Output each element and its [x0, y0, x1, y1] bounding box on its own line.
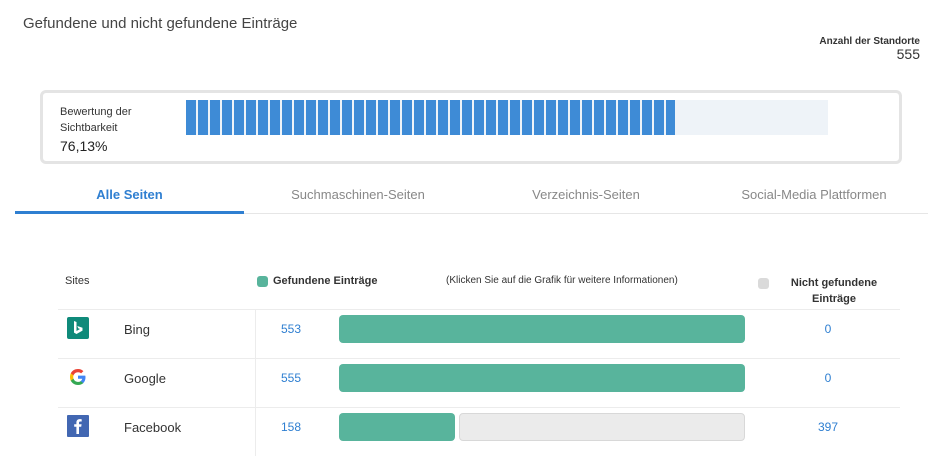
legend-missing-swatch	[758, 278, 769, 289]
found-count[interactable]: 555	[281, 371, 302, 385]
visibility-segment	[606, 100, 616, 135]
found-count[interactable]: 158	[281, 420, 302, 434]
visibility-card: Bewertung der Sichtbarkeit 76,13%	[40, 90, 902, 164]
missing-count[interactable]: 0	[824, 322, 832, 336]
listing-bar[interactable]	[339, 364, 745, 392]
facebook-icon	[66, 414, 90, 438]
visibility-segment	[342, 100, 352, 135]
site-name: Bing	[124, 322, 151, 337]
visibility-segment	[450, 100, 460, 135]
visibility-bar-fill	[186, 100, 675, 135]
visibility-segment	[486, 100, 496, 135]
visibility-segment	[414, 100, 424, 135]
missing-count[interactable]: 397	[817, 420, 839, 434]
visibility-segment	[210, 100, 220, 135]
visibility-segment	[666, 100, 675, 135]
table-header: Sites Gefundene Einträge (Klicken Sie au…	[0, 270, 940, 310]
found-count[interactable]: 553	[281, 322, 302, 336]
visibility-segment	[354, 100, 364, 135]
bing-icon	[66, 316, 90, 340]
visibility-segment	[402, 100, 412, 135]
visibility-segment	[462, 100, 472, 135]
visibility-segment	[246, 100, 256, 135]
visibility-segment	[630, 100, 640, 135]
visibility-segment	[534, 100, 544, 135]
visibility-segment	[642, 100, 652, 135]
visibility-segment	[378, 100, 388, 135]
visibility-segment	[474, 100, 484, 135]
visibility-segment	[186, 100, 196, 135]
visibility-label: Bewertung der Sichtbarkeit	[60, 106, 132, 134]
visibility-segment	[426, 100, 436, 135]
missing-segment[interactable]	[458, 413, 745, 441]
visibility-segment	[306, 100, 316, 135]
listing-bar[interactable]	[339, 315, 745, 343]
visibility-segment	[222, 100, 232, 135]
visibility-segment	[654, 100, 664, 135]
legend-missing-label: Nicht gefundene Einträge	[790, 277, 878, 305]
found-segment[interactable]	[339, 315, 745, 343]
visibility-bar	[186, 100, 828, 135]
column-sites: Sites	[65, 275, 90, 287]
visibility-segment	[546, 100, 556, 135]
locations-count: Anzahl der Standorte 555	[819, 36, 920, 61]
visibility-segment	[390, 100, 400, 135]
missing-count[interactable]: 0	[824, 371, 832, 385]
visibility-segment	[366, 100, 376, 135]
chart-hint: (Klicken Sie auf die Grafik für weitere …	[446, 275, 678, 286]
visibility-segment	[618, 100, 628, 135]
legend-missing: Nicht gefundene Einträge	[758, 275, 884, 307]
locations-label: Anzahl der Standorte	[819, 36, 920, 47]
visibility-segment	[570, 100, 580, 135]
visibility-percent: 76,13%	[60, 138, 108, 154]
tab-all-sites[interactable]: Alle Seiten	[15, 180, 244, 214]
found-segment[interactable]	[339, 364, 745, 392]
visibility-segment	[522, 100, 532, 135]
tab-directories[interactable]: Verzeichnis-Seiten	[532, 187, 640, 202]
visibility-segment	[282, 100, 292, 135]
visibility-segment	[330, 100, 340, 135]
column-divider	[255, 310, 256, 358]
table-row: Bing 553 0	[58, 309, 900, 358]
site-name: Facebook	[124, 420, 182, 435]
visibility-segment	[594, 100, 604, 135]
locations-value: 555	[896, 46, 920, 62]
google-icon	[66, 365, 90, 389]
visibility-segment	[318, 100, 328, 135]
page-title: Gefundene und nicht gefundene Einträge	[23, 15, 298, 32]
visibility-segment	[258, 100, 268, 135]
legend-found: Gefundene Einträge	[257, 275, 378, 287]
legend-found-swatch	[257, 275, 268, 287]
table-row: Facebook 158 397	[58, 407, 900, 456]
visibility-segment	[270, 100, 280, 135]
column-divider	[255, 408, 256, 456]
visibility-segment	[582, 100, 592, 135]
table-row: Google 555 0	[58, 358, 900, 407]
visibility-segment	[234, 100, 244, 135]
column-divider	[255, 359, 256, 407]
tab-social-media[interactable]: Social-Media Plattformen	[741, 187, 887, 202]
visibility-segment	[510, 100, 520, 135]
legend-found-label: Gefundene Einträge	[273, 275, 378, 287]
visibility-segment	[198, 100, 208, 135]
visibility-segment	[558, 100, 568, 135]
site-name: Google	[124, 371, 166, 386]
visibility-segment	[294, 100, 304, 135]
listing-bar[interactable]	[339, 413, 745, 441]
found-segment[interactable]	[339, 413, 455, 441]
tab-search-engines[interactable]: Suchmaschinen-Seiten	[291, 187, 425, 202]
visibility-segment	[498, 100, 508, 135]
visibility-segment	[438, 100, 448, 135]
tab-bar: Alle Seiten Suchmaschinen-Seiten Verzeic…	[15, 180, 928, 214]
